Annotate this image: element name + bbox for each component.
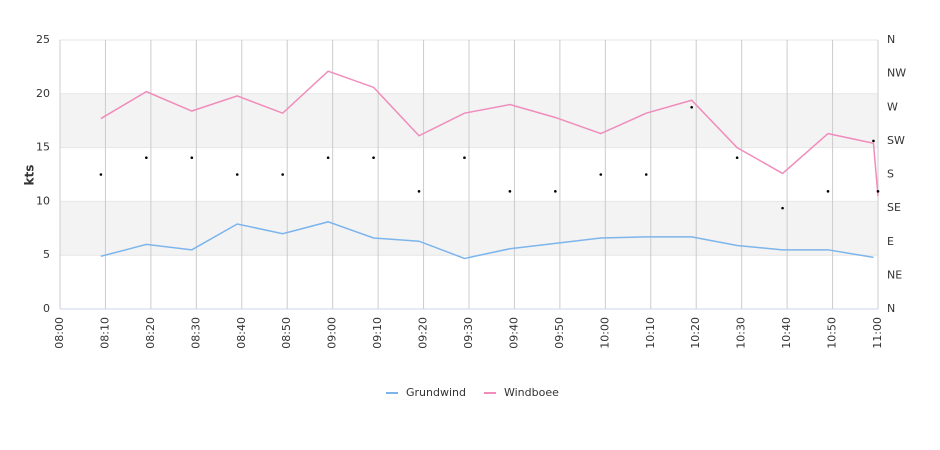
y-tick-label: 0 <box>43 302 50 315</box>
x-tick-label: 08:00 <box>53 317 66 349</box>
y2-tick-label: NW <box>887 67 906 80</box>
x-tick-label: 09:10 <box>371 317 384 349</box>
direction-dot <box>735 156 739 159</box>
direction-dot <box>826 190 830 193</box>
y-tick-label: 15 <box>36 141 50 154</box>
y-axis-label: kts <box>23 165 37 186</box>
legend-label: Windboee <box>504 386 559 399</box>
x-tick-label: 10:20 <box>689 317 702 349</box>
y2-tick-label: S <box>887 168 894 181</box>
direction-dot <box>235 173 239 176</box>
y2-tick-label: N <box>887 302 895 315</box>
y2-tick-label: W <box>887 100 898 113</box>
x-tick-label: 08:30 <box>189 317 202 349</box>
x-tick-label: 09:00 <box>326 317 339 349</box>
x-tick-label: 08:10 <box>98 317 111 349</box>
direction-dot <box>599 173 603 176</box>
direction-dot <box>554 190 557 193</box>
x-tick-label: 08:40 <box>235 317 248 349</box>
x-tick-label: 10:40 <box>780 317 793 349</box>
legend: Grundwind Windboee <box>386 386 559 399</box>
y-tick-label: 20 <box>36 87 50 100</box>
x-tick-label: 10:00 <box>598 317 611 349</box>
y-tick-label: 10 <box>36 194 50 207</box>
legend-label: Grundwind <box>406 386 466 399</box>
direction-dot <box>99 173 103 176</box>
direction-dot <box>644 173 648 176</box>
y2-tick-label: SE <box>887 201 901 214</box>
x-tick-label: 08:50 <box>280 317 293 349</box>
y2-tick-label: NE <box>887 268 902 281</box>
direction-dot <box>508 190 512 193</box>
direction-dot <box>145 156 148 159</box>
x-tick-label: 08:20 <box>144 317 157 349</box>
y-tick-label: 25 <box>36 33 50 46</box>
x-tick-label: 10:50 <box>826 317 839 349</box>
direction-dot <box>876 190 880 193</box>
series-line <box>100 221 874 260</box>
y2-tick-label: E <box>887 235 894 248</box>
direction-dot <box>190 156 194 159</box>
x-tick-label: 09:30 <box>462 317 475 349</box>
direction-dot <box>463 156 466 159</box>
y-tick-label: 5 <box>43 248 50 261</box>
direction-dot <box>417 190 421 193</box>
x-tick-label: 09:50 <box>553 317 566 349</box>
series-line <box>100 70 879 197</box>
direction-dot <box>372 156 375 159</box>
y2-tick-label: N <box>887 33 895 46</box>
direction-dot <box>872 139 875 143</box>
x-tick-label: 10:10 <box>644 317 657 349</box>
x-tick-label: 11:00 <box>871 317 884 349</box>
x-tick-label: 10:30 <box>735 317 748 349</box>
direction-dot <box>326 156 330 159</box>
y2-tick-label: SW <box>887 134 905 147</box>
direction-dot <box>781 206 784 210</box>
x-tick-label: 09:20 <box>417 317 430 349</box>
x-tick-label: 09:40 <box>507 317 520 349</box>
direction-dot <box>690 105 693 109</box>
direction-dot <box>281 173 284 176</box>
